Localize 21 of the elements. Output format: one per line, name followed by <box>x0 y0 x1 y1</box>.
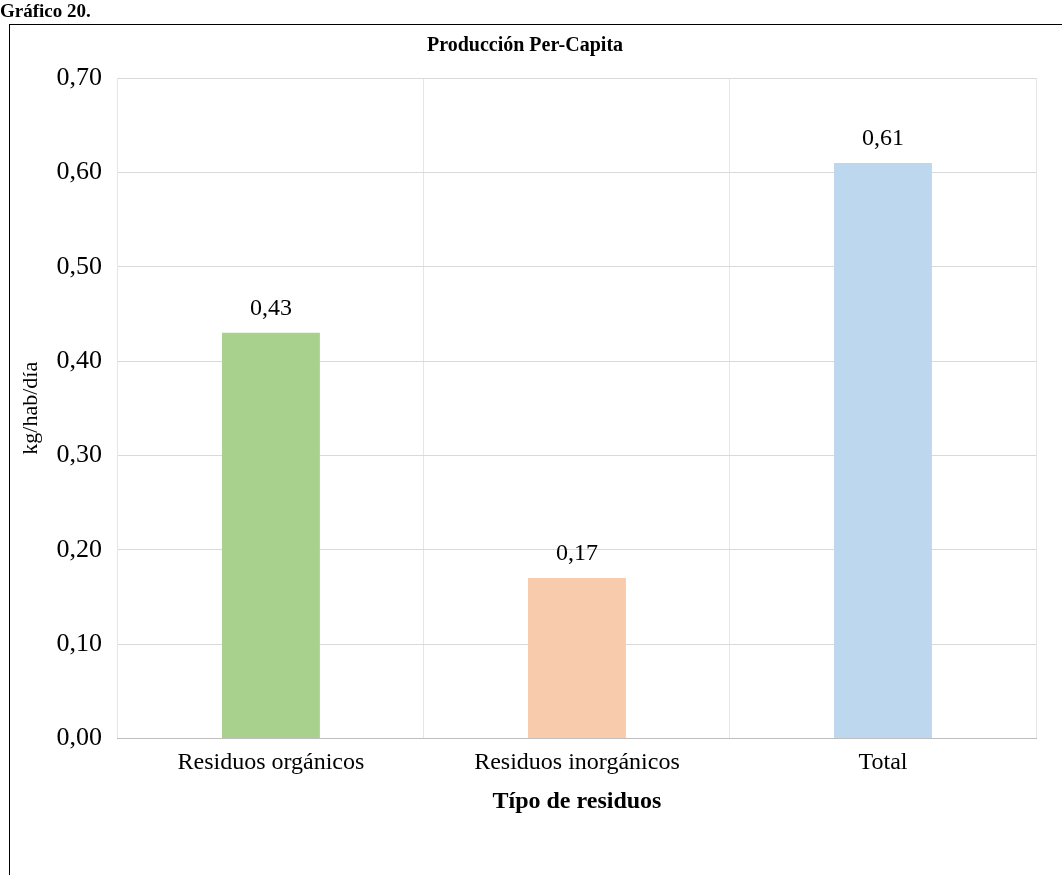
x-axis-title: Típo de residuos <box>492 786 662 813</box>
y-tick-label: 0,60 <box>56 156 102 186</box>
y-tick-label: 0,40 <box>56 344 102 374</box>
x-tick-label: Residuos orgánicos <box>177 748 365 775</box>
y-tick-label: 0,00 <box>56 722 102 752</box>
bar <box>834 162 932 738</box>
data-label: 0,43 <box>249 294 292 321</box>
data-label: 0,17 <box>555 539 598 566</box>
y-tick-label: 0,50 <box>56 250 102 280</box>
y-tick-label: 0,30 <box>56 439 102 469</box>
x-tick-label: Total <box>858 748 908 775</box>
data-label: 0,61 <box>861 124 904 151</box>
bar <box>221 332 320 738</box>
y-tick-label: 0,70 <box>56 61 102 91</box>
bar <box>527 578 626 738</box>
x-tick-label: Residuos inorgánicos <box>474 748 680 775</box>
chart-title: Producción Per-Capita <box>426 33 624 57</box>
y-axis-title: kg/hab/día <box>16 361 42 455</box>
y-tick-label: 0,20 <box>56 533 102 563</box>
text: Gráfico 20. <box>0 0 91 22</box>
y-tick-label: 0,10 <box>56 627 102 657</box>
